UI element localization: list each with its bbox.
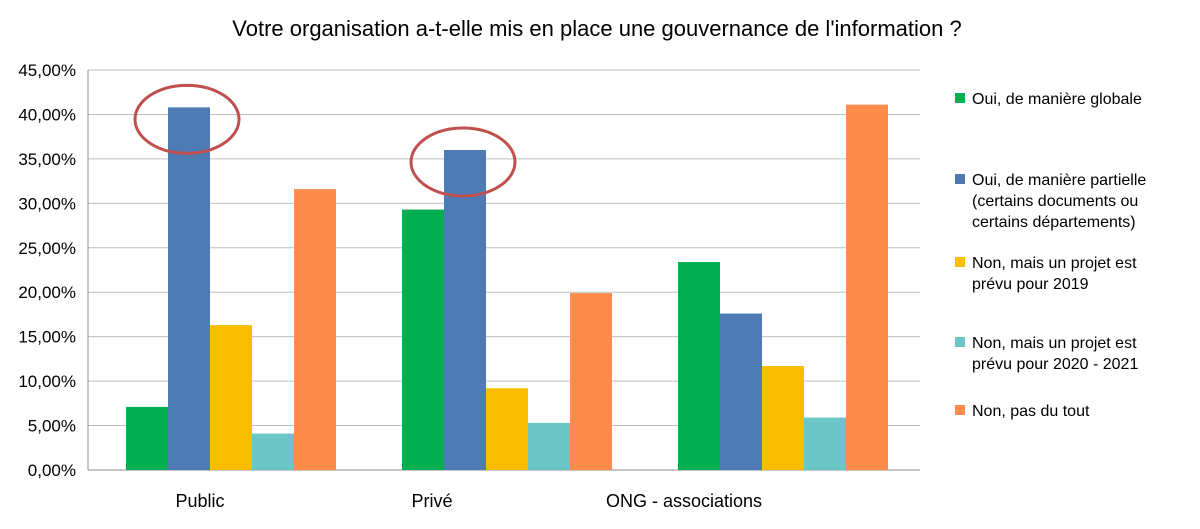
- y-tick-label: 40,00%: [18, 105, 76, 124]
- y-tick-label: 15,00%: [18, 328, 76, 347]
- bar-1-4: [570, 293, 612, 470]
- x-axis-category-labels: Public Privé ONG - associations: [175, 491, 762, 511]
- legend-item: Non, mais un projet est prévu pour 2020 -…: [955, 335, 1138, 373]
- bar-0-0: [126, 406, 168, 470]
- y-axis-tick-labels: 0,00% 5,00% 10,00% 15,00% 20,00% 25,00% 30,00%…: [18, 61, 76, 480]
- legend-label: prévu pour 2019: [972, 276, 1089, 293]
- highlight-ellipse: [409, 126, 517, 198]
- legend-item: Non, pas du tout: [955, 403, 1090, 420]
- y-tick-label: 5,00%: [28, 417, 76, 436]
- y-tick-label: 20,00%: [18, 283, 76, 302]
- bar-0-2: [210, 325, 252, 470]
- y-tick-label: 25,00%: [18, 239, 76, 258]
- bar-2-2: [762, 366, 804, 470]
- legend-swatch: [955, 93, 965, 103]
- x-category-label: Privé: [411, 491, 452, 511]
- bar-2-3: [804, 417, 846, 470]
- bar-2-0: [678, 262, 720, 470]
- legend-label: certains départements): [972, 214, 1136, 231]
- legend-label: Non, pas du tout: [972, 403, 1090, 420]
- bar-0-1: [168, 107, 210, 470]
- legend-swatch: [955, 405, 965, 415]
- legend-swatch: [955, 337, 965, 347]
- legend-item: Oui, de manière partielle (certains docum…: [955, 172, 1146, 231]
- legend-item: Oui, de manière globale: [955, 91, 1142, 108]
- legend: Oui, de manière globale Oui, de manière p…: [955, 91, 1146, 420]
- y-tick-label: 10,00%: [18, 372, 76, 391]
- chart-title: Votre organisation a-t-elle mis en place…: [232, 16, 961, 41]
- x-category-label: ONG - associations: [606, 491, 762, 511]
- legend-label: Non, mais un projet est: [972, 335, 1137, 352]
- x-category-label: Public: [175, 491, 224, 511]
- legend-item: Non, mais un projet est prévu pour 2019: [955, 255, 1137, 293]
- bar-1-3: [528, 422, 570, 470]
- bar-0-3: [252, 433, 294, 470]
- bar-1-1: [444, 150, 486, 470]
- y-tick-label: 35,00%: [18, 150, 76, 169]
- legend-label: Non, mais un projet est: [972, 255, 1137, 272]
- y-tick-label: 45,00%: [18, 61, 76, 80]
- y-tick-label: 0,00%: [28, 461, 76, 480]
- highlight-ellipse: [133, 83, 241, 155]
- legend-swatch: [955, 257, 965, 267]
- bar-2-1: [720, 313, 762, 470]
- legend-label: (certains documents ou: [972, 193, 1138, 210]
- bar-0-4: [294, 189, 336, 470]
- bar-2-4: [846, 104, 888, 471]
- bar-1-0: [402, 209, 444, 471]
- legend-label: Oui, de manière globale: [972, 91, 1142, 108]
- highlight-ellipses: [133, 83, 517, 198]
- legend-swatch: [955, 174, 965, 184]
- legend-label: Oui, de manière partielle: [972, 172, 1146, 189]
- y-tick-label: 30,00%: [18, 194, 76, 213]
- bars: [126, 104, 888, 471]
- legend-label: prévu pour 2020 - 2021: [972, 356, 1138, 373]
- bar-1-2: [486, 388, 528, 470]
